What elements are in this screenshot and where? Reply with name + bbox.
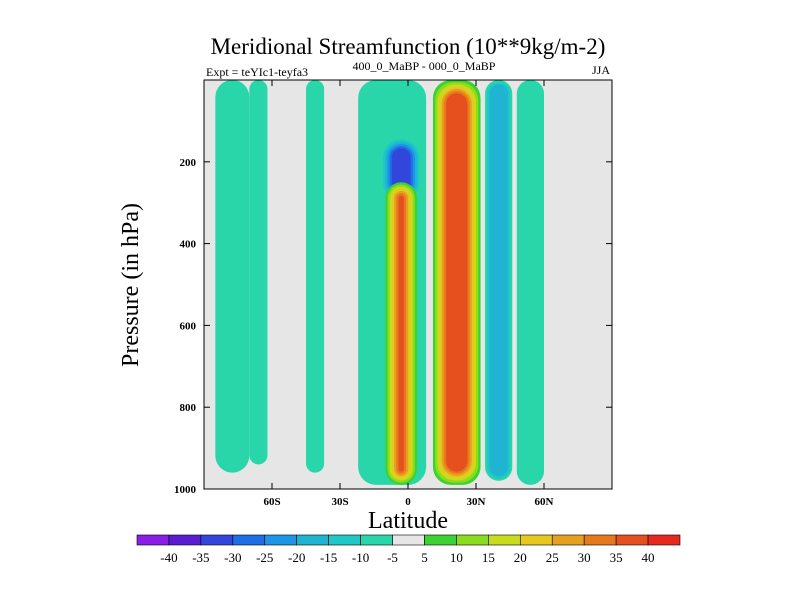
x-axis: 60S 30S 0 30N 60N <box>263 80 554 508</box>
contour-region-nh-negative-band-2 <box>516 80 544 485</box>
colorbar-swatch <box>615 534 649 546</box>
colorbar-swatch <box>488 534 521 546</box>
colorbar-swatch <box>392 534 425 546</box>
colorbar-label: -10 <box>352 550 369 565</box>
colorbar-swatch <box>583 534 617 546</box>
x-tick-label: 30N <box>467 496 486 508</box>
colorbar-swatch <box>168 534 202 546</box>
y-tick-label: 200 <box>180 157 197 169</box>
colorbar-label: -35 <box>192 550 209 565</box>
chart-title: Meridional Streamfunction (10**9kg/m-2) <box>211 34 606 59</box>
y-axis-label: Pressure (in hPa) <box>118 203 144 367</box>
colorbar-swatch <box>647 534 681 546</box>
colorbar-label: -25 <box>256 550 273 565</box>
colorbar-label: 20 <box>514 550 527 565</box>
colorbar-label: -30 <box>224 550 241 565</box>
colorbar-swatch <box>296 534 329 546</box>
y-tick-label: 600 <box>180 320 197 332</box>
colorbar-label: -40 <box>160 550 177 565</box>
experiment-label: Expt = teYIc1-teyfa3 <box>206 65 308 79</box>
colorbar-swatch <box>456 534 489 546</box>
x-axis-label: Latitude <box>368 508 448 534</box>
x-tick-label: 30S <box>331 496 348 508</box>
period-label: 400_0_MaBP - 000_0_MaBP <box>353 59 496 73</box>
y-tick-label: 800 <box>180 402 197 414</box>
contour-region-sh-ferrel-band-2 <box>306 80 325 473</box>
colorbar-swatch <box>232 534 266 546</box>
colorbar-swatch <box>424 534 457 546</box>
colorbar-swatch <box>264 534 298 546</box>
season-label: JJA <box>592 63 610 77</box>
colorbar-label: 10 <box>450 550 463 565</box>
x-tick-label: 60S <box>263 496 280 508</box>
contour-region-upper-negative-core-level-5 <box>391 148 411 192</box>
contour-region-southern-hadley-positive-level-6 <box>398 195 404 472</box>
colorbar: -40 -35 -30 -25 -20 -15 -10 -5 5 10 15 20 25 30 35 40 <box>136 534 681 565</box>
colorbar-label: 15 <box>482 550 495 565</box>
colorbar-swatch <box>136 534 170 546</box>
colorbar-label: -20 <box>288 550 305 565</box>
colorbar-label: 5 <box>421 550 428 565</box>
contour-region-northern-hadley-positive-level-6 <box>446 93 468 472</box>
contour-region-sh-polar-cell <box>215 80 250 473</box>
contour-region-sh-ferrel-band <box>249 80 268 465</box>
colorbar-label: -15 <box>320 550 337 565</box>
y-tick-label: 1000 <box>174 484 197 496</box>
colorbar-swatch <box>551 534 585 546</box>
colorbar-label: 30 <box>578 550 591 565</box>
x-tick-label: 0 <box>405 496 411 508</box>
colorbar-swatch <box>519 534 553 546</box>
contour-fields <box>215 80 544 485</box>
contour-region-nh-negative-band-level-2 <box>489 84 508 477</box>
y-tick-label: 400 <box>180 239 197 251</box>
colorbar-swatch <box>360 534 393 546</box>
colorbar-label: 35 <box>610 550 623 565</box>
colorbar-label: 40 <box>642 550 655 565</box>
x-tick-label: 60N <box>535 496 554 508</box>
colorbar-swatch <box>328 534 361 546</box>
colorbar-label: 25 <box>546 550 559 565</box>
y-axis: 200 400 600 800 1000 <box>174 157 612 496</box>
colorbar-label: -5 <box>387 550 398 565</box>
colorbar-swatch <box>200 534 234 546</box>
